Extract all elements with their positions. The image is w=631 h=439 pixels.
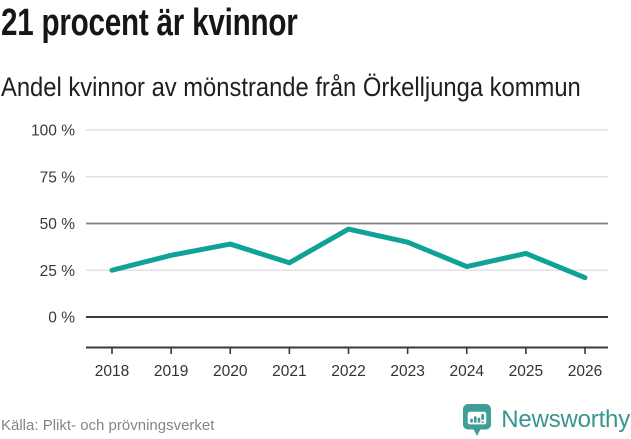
x-tick-label: 2022 (331, 363, 365, 380)
y-tick-label: 0 % (48, 310, 75, 327)
y-tick-label: 50 % (40, 216, 76, 233)
y-tick-label: 75 % (40, 169, 76, 186)
x-tick-label: 2020 (213, 363, 248, 380)
newsworthy-logo: Newsworthy (462, 402, 630, 437)
line-chart: 0 % 25 % 50 % 75 % 100 % 2018 2019 2020 2021 2022… (31, 123, 608, 380)
x-tick-label: 2018 (95, 363, 129, 380)
data-line-andel-kvinnor (109, 226, 588, 281)
source-note: Källa: Plikt- och prövningsverket (1, 417, 215, 434)
x-tick-label: 2026 (568, 363, 602, 380)
newsworthy-logo-text: Newsworthy (501, 405, 630, 433)
x-tick-label: 2023 (390, 363, 424, 380)
chart-subtitle: Andel kvinnor av mönstrande från Örkellj… (1, 72, 581, 102)
newsworthy-logo-icon (463, 403, 492, 436)
x-tick-label: 2025 (509, 363, 543, 380)
y-tick-label: 25 % (40, 263, 76, 280)
x-tick-label: 2021 (272, 363, 306, 380)
chart-title: 21 procent är kvinnor (1, 2, 298, 44)
x-tick-label: 2024 (450, 363, 485, 380)
x-tick-label: 2019 (154, 363, 188, 380)
y-tick-label: 100 % (31, 123, 75, 140)
